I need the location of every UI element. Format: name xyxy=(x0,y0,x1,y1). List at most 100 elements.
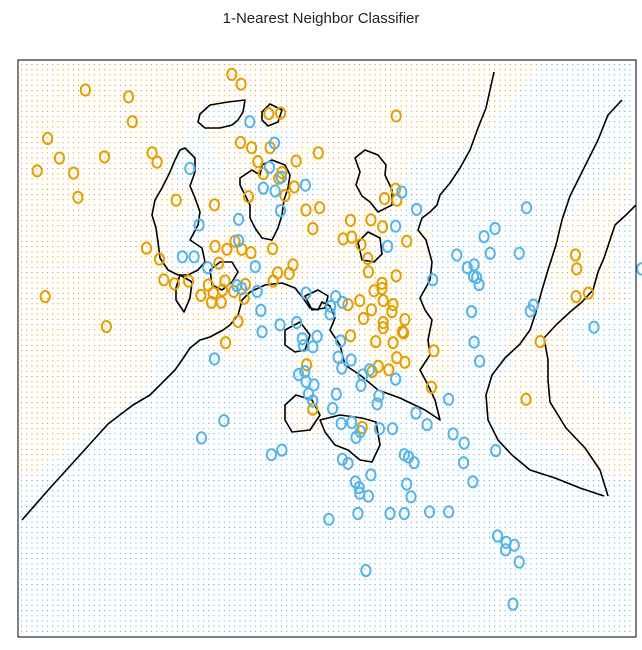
boundary-blue-island-left xyxy=(175,274,193,313)
blue-point xyxy=(307,340,319,354)
orange-point xyxy=(344,213,357,227)
orange-point xyxy=(365,213,377,227)
orange-point xyxy=(208,198,221,212)
orange-point xyxy=(307,221,319,236)
orange-point xyxy=(158,273,170,287)
blue-point xyxy=(382,239,394,253)
blue-point xyxy=(458,436,470,450)
orange-point xyxy=(399,313,411,327)
blue-point xyxy=(275,170,287,184)
chart-title: 1-Nearest Neighbor Classifier xyxy=(222,10,420,27)
blue-point xyxy=(193,218,205,232)
blue-point xyxy=(330,387,342,401)
blue-point xyxy=(233,212,245,226)
blue-point xyxy=(484,246,496,260)
orange-point xyxy=(377,321,389,335)
orange-point xyxy=(221,242,233,256)
blue-point xyxy=(346,415,358,429)
blue-point xyxy=(474,354,486,368)
orange-point xyxy=(246,141,258,155)
orange-point xyxy=(390,109,402,123)
blue-point xyxy=(352,506,364,521)
orange-point xyxy=(53,151,66,165)
orange-point xyxy=(252,155,264,169)
blue-point xyxy=(299,365,311,379)
blue-point xyxy=(443,392,455,406)
orange-point xyxy=(377,294,389,308)
blue-point xyxy=(336,295,348,309)
blue-point xyxy=(300,286,312,300)
orange-point xyxy=(272,266,284,280)
boundary-line-west xyxy=(21,71,495,521)
blue-point xyxy=(467,475,479,489)
blue-point xyxy=(218,414,230,428)
orange-point xyxy=(283,266,295,281)
blue-point xyxy=(386,422,399,436)
orange-point xyxy=(314,201,326,215)
orange-point xyxy=(195,288,207,302)
orange-point xyxy=(79,83,92,97)
blue-point xyxy=(390,372,402,386)
boundary-blue-island-mid xyxy=(357,231,383,263)
orange-point xyxy=(383,363,395,377)
orange-point xyxy=(257,167,269,181)
orange-point xyxy=(234,135,247,150)
orange-point xyxy=(140,241,153,255)
blue-point xyxy=(355,378,367,392)
orange-point xyxy=(337,232,349,246)
orange-point xyxy=(362,251,374,266)
blue-point xyxy=(421,418,433,432)
orange-point xyxy=(428,344,440,358)
orange-point xyxy=(387,336,399,350)
orange-point xyxy=(365,303,378,317)
boundary-blue-island-upper xyxy=(197,99,246,129)
boundary-orange-island-1 xyxy=(304,289,329,311)
blue-point xyxy=(202,261,214,275)
orange-point xyxy=(98,150,111,164)
blue-point xyxy=(236,281,248,296)
blue-point xyxy=(396,185,408,199)
orange-point xyxy=(263,107,275,121)
blue-point xyxy=(265,448,277,462)
blue-point xyxy=(342,456,354,470)
blue-point xyxy=(513,555,525,569)
blue-point xyxy=(490,444,502,458)
orange-point xyxy=(72,190,84,204)
orange-point xyxy=(267,242,279,256)
orange-point xyxy=(307,402,319,416)
blue-point xyxy=(256,325,268,339)
boundary-blue-island-main xyxy=(151,147,206,276)
blue-point xyxy=(636,262,642,276)
blue-point xyxy=(307,394,319,408)
blue-point xyxy=(513,246,525,260)
blue-point xyxy=(521,201,533,215)
blue-point xyxy=(411,202,423,216)
orange-point xyxy=(362,265,374,279)
orange-point xyxy=(387,298,399,312)
orange-point xyxy=(146,146,158,160)
blue-point xyxy=(384,506,396,521)
orange-point xyxy=(534,335,546,349)
orange-point xyxy=(100,320,113,334)
blue-point xyxy=(405,490,417,504)
blue-point xyxy=(274,318,286,332)
blue-point xyxy=(336,361,348,375)
blue-point xyxy=(473,277,485,292)
orange-point xyxy=(288,180,300,194)
orange-point xyxy=(520,392,532,406)
orange-point xyxy=(31,164,43,178)
orange-point xyxy=(209,239,221,253)
orange-point xyxy=(357,311,370,326)
blue-point xyxy=(345,353,357,367)
orange-point xyxy=(377,220,389,234)
orange-point xyxy=(342,298,354,312)
blue-point xyxy=(325,299,337,313)
decision-region-background xyxy=(21,64,631,632)
blue-point xyxy=(257,181,269,195)
blue-point xyxy=(424,505,436,519)
blue-point xyxy=(467,269,480,283)
orange-point xyxy=(391,351,403,365)
blue-point xyxy=(233,234,245,248)
orange-point xyxy=(229,234,241,248)
